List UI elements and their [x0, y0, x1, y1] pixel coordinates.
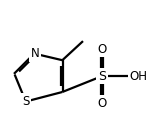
Text: S: S: [22, 95, 29, 108]
Text: OH: OH: [130, 70, 148, 83]
Text: O: O: [97, 97, 107, 110]
Text: N: N: [31, 47, 40, 60]
Text: S: S: [98, 70, 106, 83]
Text: O: O: [97, 43, 107, 56]
